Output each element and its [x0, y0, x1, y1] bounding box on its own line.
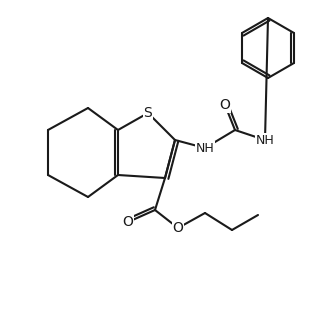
Text: S: S	[144, 106, 152, 120]
Text: O: O	[220, 98, 230, 112]
Text: NH: NH	[196, 141, 214, 154]
Text: NH: NH	[256, 134, 274, 147]
Text: O: O	[172, 221, 183, 235]
Text: O: O	[123, 215, 133, 229]
